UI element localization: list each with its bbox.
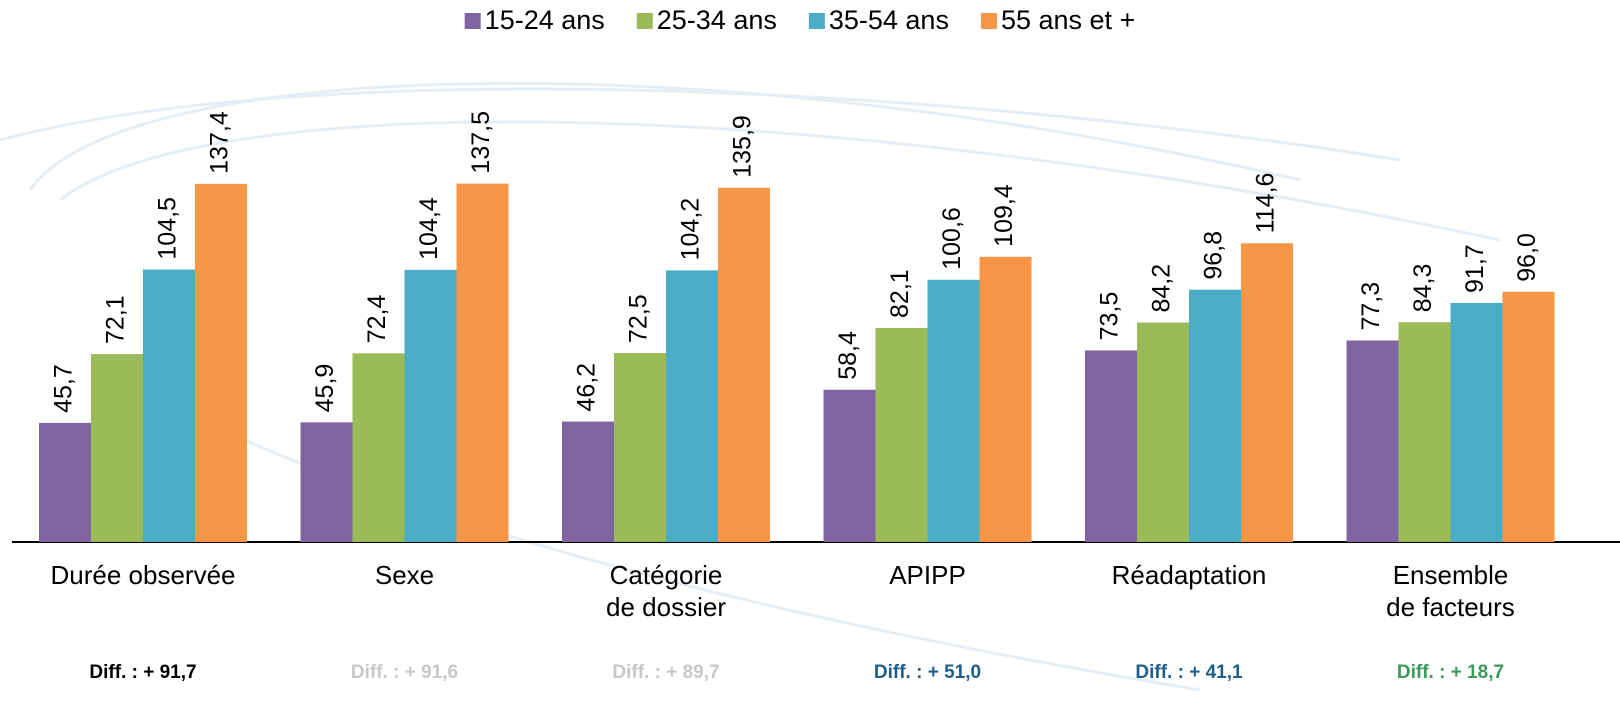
- diff-annotation: Diff. : + 41,1: [1135, 662, 1243, 683]
- value-label: 72,1: [102, 295, 130, 344]
- value-label: 72,5: [625, 294, 653, 343]
- value-label: 84,3: [1409, 264, 1437, 313]
- x-tick-label: Catégorie: [610, 560, 723, 590]
- diff-annotation: Diff. : + 91,6: [351, 662, 458, 683]
- legend-swatch: [636, 13, 653, 29]
- value-label: 82,1: [886, 269, 914, 318]
- value-label: 96,8: [1200, 231, 1228, 280]
- bar: [875, 327, 928, 542]
- value-label: 45,7: [50, 364, 78, 413]
- value-label: 135,9: [729, 115, 757, 178]
- value-label: 73,5: [1096, 292, 1124, 341]
- bar: [1346, 340, 1399, 542]
- value-label: 91,7: [1461, 244, 1489, 293]
- bar: [1398, 322, 1451, 542]
- diff-annotation: Diff. : + 89,7: [612, 662, 719, 683]
- value-label: 72,4: [363, 295, 391, 344]
- legend-swatch: [464, 13, 481, 29]
- value-label: 96,0: [1513, 233, 1541, 282]
- bar: [1137, 322, 1189, 542]
- diff-annotation: Diff. : + 91,7: [89, 662, 196, 683]
- bar: [352, 353, 405, 542]
- value-label: 100,6: [938, 207, 966, 270]
- legend-label: 25-34 ans: [657, 5, 777, 35]
- bar: [927, 279, 980, 542]
- x-tick-label: Sexe: [375, 560, 434, 590]
- legend-swatch: [980, 13, 997, 29]
- bar: [614, 353, 666, 542]
- bar: [195, 183, 247, 542]
- bar: [456, 183, 509, 543]
- bar: [39, 422, 91, 542]
- value-label: 58,4: [834, 331, 862, 380]
- legend-label: 55 ans et +: [1001, 5, 1135, 35]
- x-tick-label: de facteurs: [1386, 592, 1515, 622]
- diff-annotation: Diff. : + 18,7: [1397, 662, 1504, 683]
- value-label: 45,9: [311, 364, 339, 413]
- value-label: 104,5: [154, 197, 182, 260]
- value-label: 104,4: [415, 197, 443, 260]
- bar: [1450, 302, 1503, 542]
- bar: [1502, 291, 1555, 542]
- bar: [562, 421, 614, 542]
- legend-swatch: [808, 13, 825, 29]
- bar: [143, 269, 195, 542]
- bar: [979, 256, 1032, 542]
- value-label: 77,3: [1357, 282, 1385, 331]
- x-tick-label: Ensemble: [1393, 560, 1509, 590]
- bar: [1189, 289, 1241, 542]
- value-label: 114,6: [1252, 173, 1280, 234]
- bar: [718, 187, 770, 542]
- value-label: 84,2: [1148, 264, 1176, 313]
- diff-annotation: Diff. : + 51,0: [874, 662, 981, 683]
- value-label: 46,2: [573, 363, 601, 412]
- value-label: 104,2: [677, 198, 705, 261]
- legend-label: 35-54 ans: [829, 5, 949, 35]
- legend-label: 15-24 ans: [485, 5, 605, 35]
- value-label: 137,5: [467, 111, 495, 174]
- bar: [1085, 350, 1137, 542]
- x-tick-label: APIPP: [889, 560, 966, 590]
- x-tick-label: Durée observée: [51, 560, 236, 590]
- bar: [91, 354, 143, 542]
- bar: [300, 422, 353, 542]
- bar: [1241, 243, 1293, 542]
- value-label: 137,4: [206, 111, 234, 174]
- bar: [404, 269, 457, 542]
- value-label: 109,4: [990, 184, 1018, 247]
- x-tick-label: Réadaptation: [1112, 560, 1267, 590]
- bar: [666, 270, 718, 542]
- x-tick-label: de dossier: [606, 592, 726, 622]
- bar: [823, 389, 876, 542]
